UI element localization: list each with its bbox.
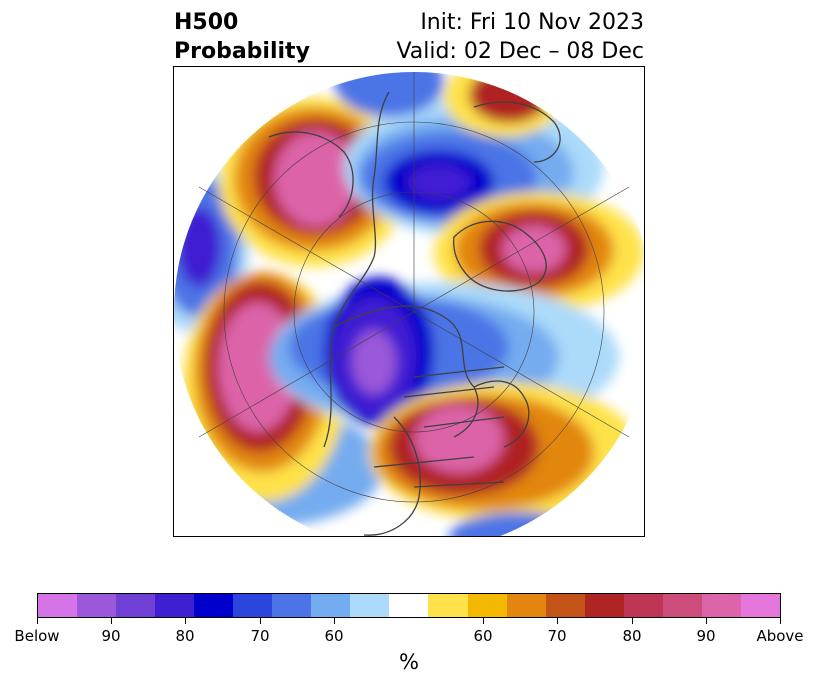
colorbar — [37, 593, 781, 618]
probability-map — [173, 66, 645, 537]
colorbar-tick-label: 70 — [547, 627, 567, 645]
colorbar-tick-mark — [260, 618, 261, 624]
colorbar-segment-2 — [77, 594, 117, 617]
colorbar-segment-14 — [545, 594, 585, 617]
colorbar-tick-mark — [111, 618, 112, 624]
colorbar-tick-label: 70 — [250, 627, 270, 645]
colorbar-segment-7 — [272, 594, 312, 617]
colorbar-segment-13 — [506, 594, 546, 617]
colorbar-unit-label: % — [399, 650, 419, 674]
colorbar-tick-label: 60 — [473, 627, 493, 645]
coastlines — [268, 91, 561, 536]
chart-title: H500 Probability — [174, 8, 310, 66]
colorbar-segment-15 — [584, 594, 624, 617]
colorbar-tick-label: 80 — [622, 627, 642, 645]
colorbar-segment-12 — [467, 594, 507, 617]
colorbar-tick-mark — [185, 618, 186, 624]
colorbar-segment-1 — [38, 594, 78, 617]
graticule — [198, 72, 630, 503]
colorbar-tick-label: Below — [14, 627, 60, 645]
title-product: Probability — [174, 39, 310, 64]
colorbar-tick-mark — [37, 618, 38, 624]
colorbar-tick-label: 90 — [696, 627, 716, 645]
colorbar-tick-mark — [780, 618, 781, 624]
colorbar-segment-10 — [389, 594, 429, 617]
colorbar-segment-9 — [350, 594, 390, 617]
colorbar-tick-mark — [706, 618, 707, 624]
colorbar-segment-6 — [233, 594, 273, 617]
colorbar-segment-16 — [623, 594, 663, 617]
colorbar-tick-label: 60 — [324, 627, 344, 645]
colorbar-tick-label: Above — [756, 627, 804, 645]
init-date: Init: Fri 10 Nov 2023 — [420, 10, 644, 35]
colorbar-segment-4 — [155, 594, 195, 617]
anomaly-field — [174, 72, 644, 536]
colorbar-tick-mark — [483, 618, 484, 624]
colorbar-tick-mark — [334, 618, 335, 624]
chart-subtitle: Init: Fri 10 Nov 2023 Valid: 02 Dec – 08… — [396, 8, 644, 66]
colorbar-segment-11 — [428, 594, 468, 617]
map-canvas — [174, 72, 644, 536]
colorbar-tick-mark — [557, 618, 558, 624]
colorbar-segment-8 — [311, 594, 351, 617]
colorbar-segment-3 — [116, 594, 156, 617]
colorbar-segment-17 — [662, 594, 702, 617]
title-variable: H500 — [174, 10, 239, 35]
colorbar-segment-5 — [194, 594, 234, 617]
valid-dates: Valid: 02 Dec – 08 Dec — [396, 39, 644, 64]
colorbar-tick-label: 90 — [101, 627, 121, 645]
colorbar-tick-mark — [632, 618, 633, 624]
colorbar-segment-18 — [701, 594, 741, 617]
colorbar-segment-19 — [740, 594, 780, 617]
colorbar-tick-label: 80 — [175, 627, 195, 645]
